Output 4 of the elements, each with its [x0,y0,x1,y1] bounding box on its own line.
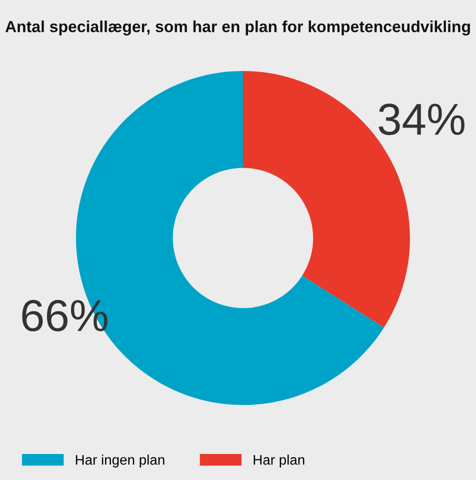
chart-title: Antal speciallæger, som har en plan for kompetenceudvikling [5,20,470,36]
legend-label: Har ingen plan [76,454,164,468]
legend-label: Har plan [254,454,304,468]
data-label: 34% [378,104,464,136]
